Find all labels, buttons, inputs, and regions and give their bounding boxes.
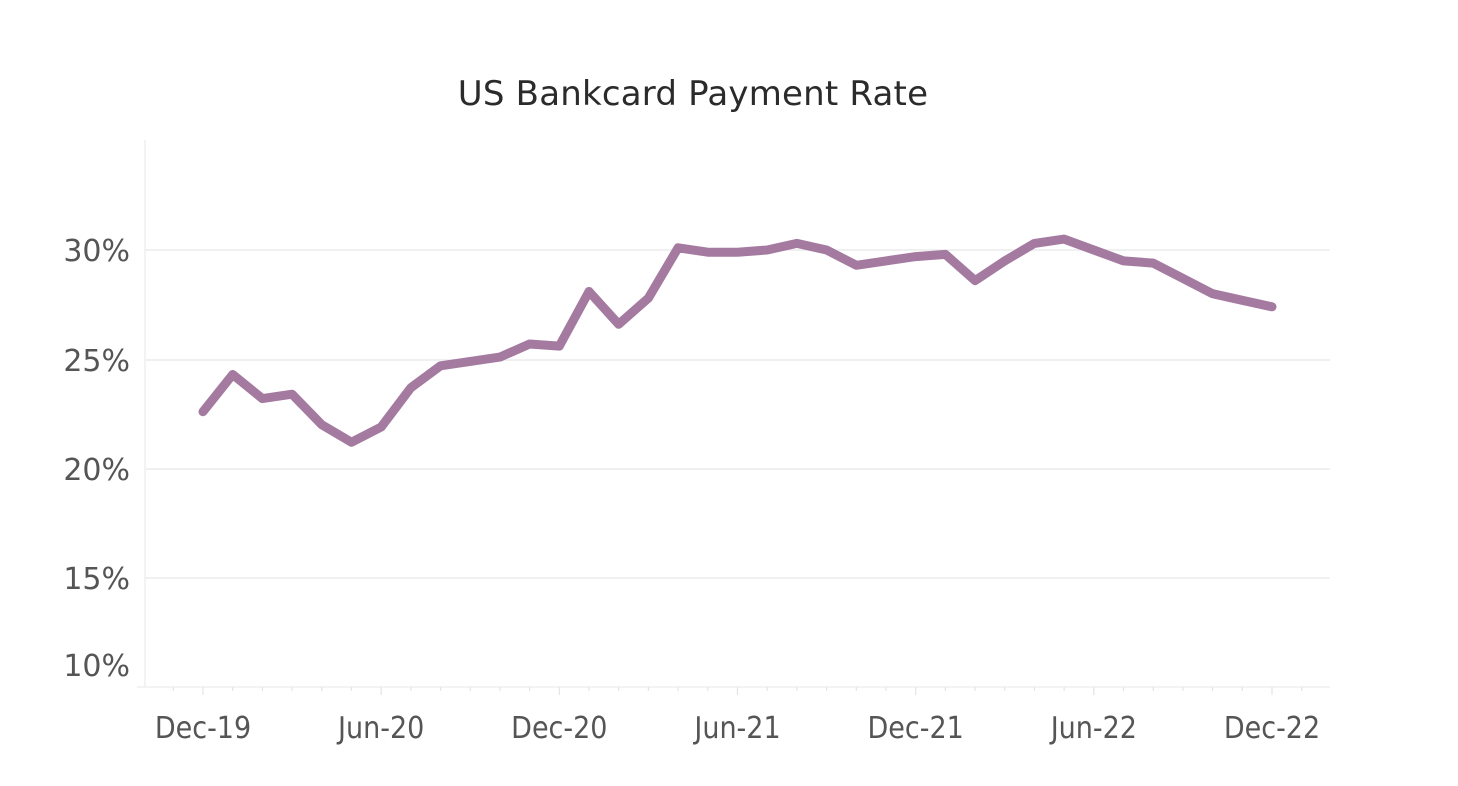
x-tick-label: Jun-22 <box>1049 711 1137 746</box>
y-tick-label: 20% <box>63 453 130 488</box>
series-line[interactable] <box>198 234 1277 447</box>
x-axis-ticks: Dec-19 Jun-20 Dec-20 Jun-21 Dec-21 Jun-22 Dec-… <box>155 711 1320 746</box>
x-tick-label: Jun-21 <box>692 711 780 746</box>
axes <box>137 140 1330 695</box>
series-layer <box>198 234 1277 447</box>
x-tick-label: Jun-20 <box>336 711 424 746</box>
x-tick-label: Dec-20 <box>511 711 607 746</box>
x-tick-label: Dec-19 <box>155 711 251 746</box>
y-axis-ticks: 10% 15% 20% 25% 30% <box>63 234 130 684</box>
gridlines <box>145 249 1330 579</box>
x-tick-label: Dec-22 <box>1224 711 1320 746</box>
chart-title: US Bankcard Payment Rate <box>457 74 929 114</box>
y-tick-label: 10% <box>63 649 130 684</box>
y-tick-label: 25% <box>63 344 130 379</box>
x-tick-label: Dec-21 <box>868 711 964 746</box>
y-tick-label: 30% <box>63 234 130 269</box>
y-tick-label: 15% <box>63 562 130 597</box>
